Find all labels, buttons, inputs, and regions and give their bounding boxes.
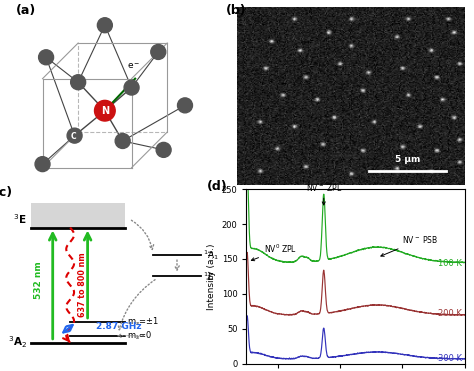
Text: m$_s$=0: m$_s$=0: [127, 329, 152, 342]
Text: (a): (a): [16, 4, 36, 17]
Text: NV$^-$ PSB: NV$^-$ PSB: [381, 234, 438, 256]
Text: 637 to 800 nm: 637 to 800 nm: [78, 253, 87, 318]
Text: C: C: [71, 132, 76, 141]
Circle shape: [67, 128, 82, 143]
Text: e$^-$: e$^-$: [127, 61, 140, 70]
Circle shape: [124, 80, 139, 95]
Text: $^3$A$_2$: $^3$A$_2$: [8, 335, 27, 351]
Text: $^1$E: $^1$E: [203, 270, 215, 283]
Text: (c): (c): [0, 186, 13, 199]
Text: 2.87 GHz: 2.87 GHz: [96, 322, 142, 331]
Circle shape: [38, 50, 54, 65]
Text: 300 K: 300 K: [438, 354, 462, 362]
Circle shape: [115, 134, 130, 148]
Circle shape: [71, 75, 86, 90]
Text: $^1$A$_1$: $^1$A$_1$: [203, 249, 219, 262]
Circle shape: [35, 157, 50, 172]
Text: 5 μm: 5 μm: [395, 155, 420, 164]
Text: NV$^-$ ZPL: NV$^-$ ZPL: [306, 182, 342, 205]
Circle shape: [94, 101, 115, 121]
Circle shape: [151, 45, 166, 59]
Circle shape: [177, 98, 192, 113]
Text: 532 nm: 532 nm: [34, 261, 43, 299]
Text: (b): (b): [226, 4, 246, 17]
Text: 100 K: 100 K: [438, 259, 462, 267]
Circle shape: [156, 142, 171, 157]
Text: $^3$E: $^3$E: [13, 212, 27, 226]
Y-axis label: Intensity (a.u.): Intensity (a.u.): [207, 243, 216, 310]
Bar: [31, 203, 125, 227]
Text: m$_s$=±1: m$_s$=±1: [127, 315, 159, 328]
Text: 200 K: 200 K: [438, 309, 462, 318]
Text: (d): (d): [207, 180, 228, 194]
Text: N: N: [101, 106, 109, 116]
Circle shape: [97, 18, 112, 33]
Text: NV$^0$ ZPL: NV$^0$ ZPL: [251, 243, 297, 261]
